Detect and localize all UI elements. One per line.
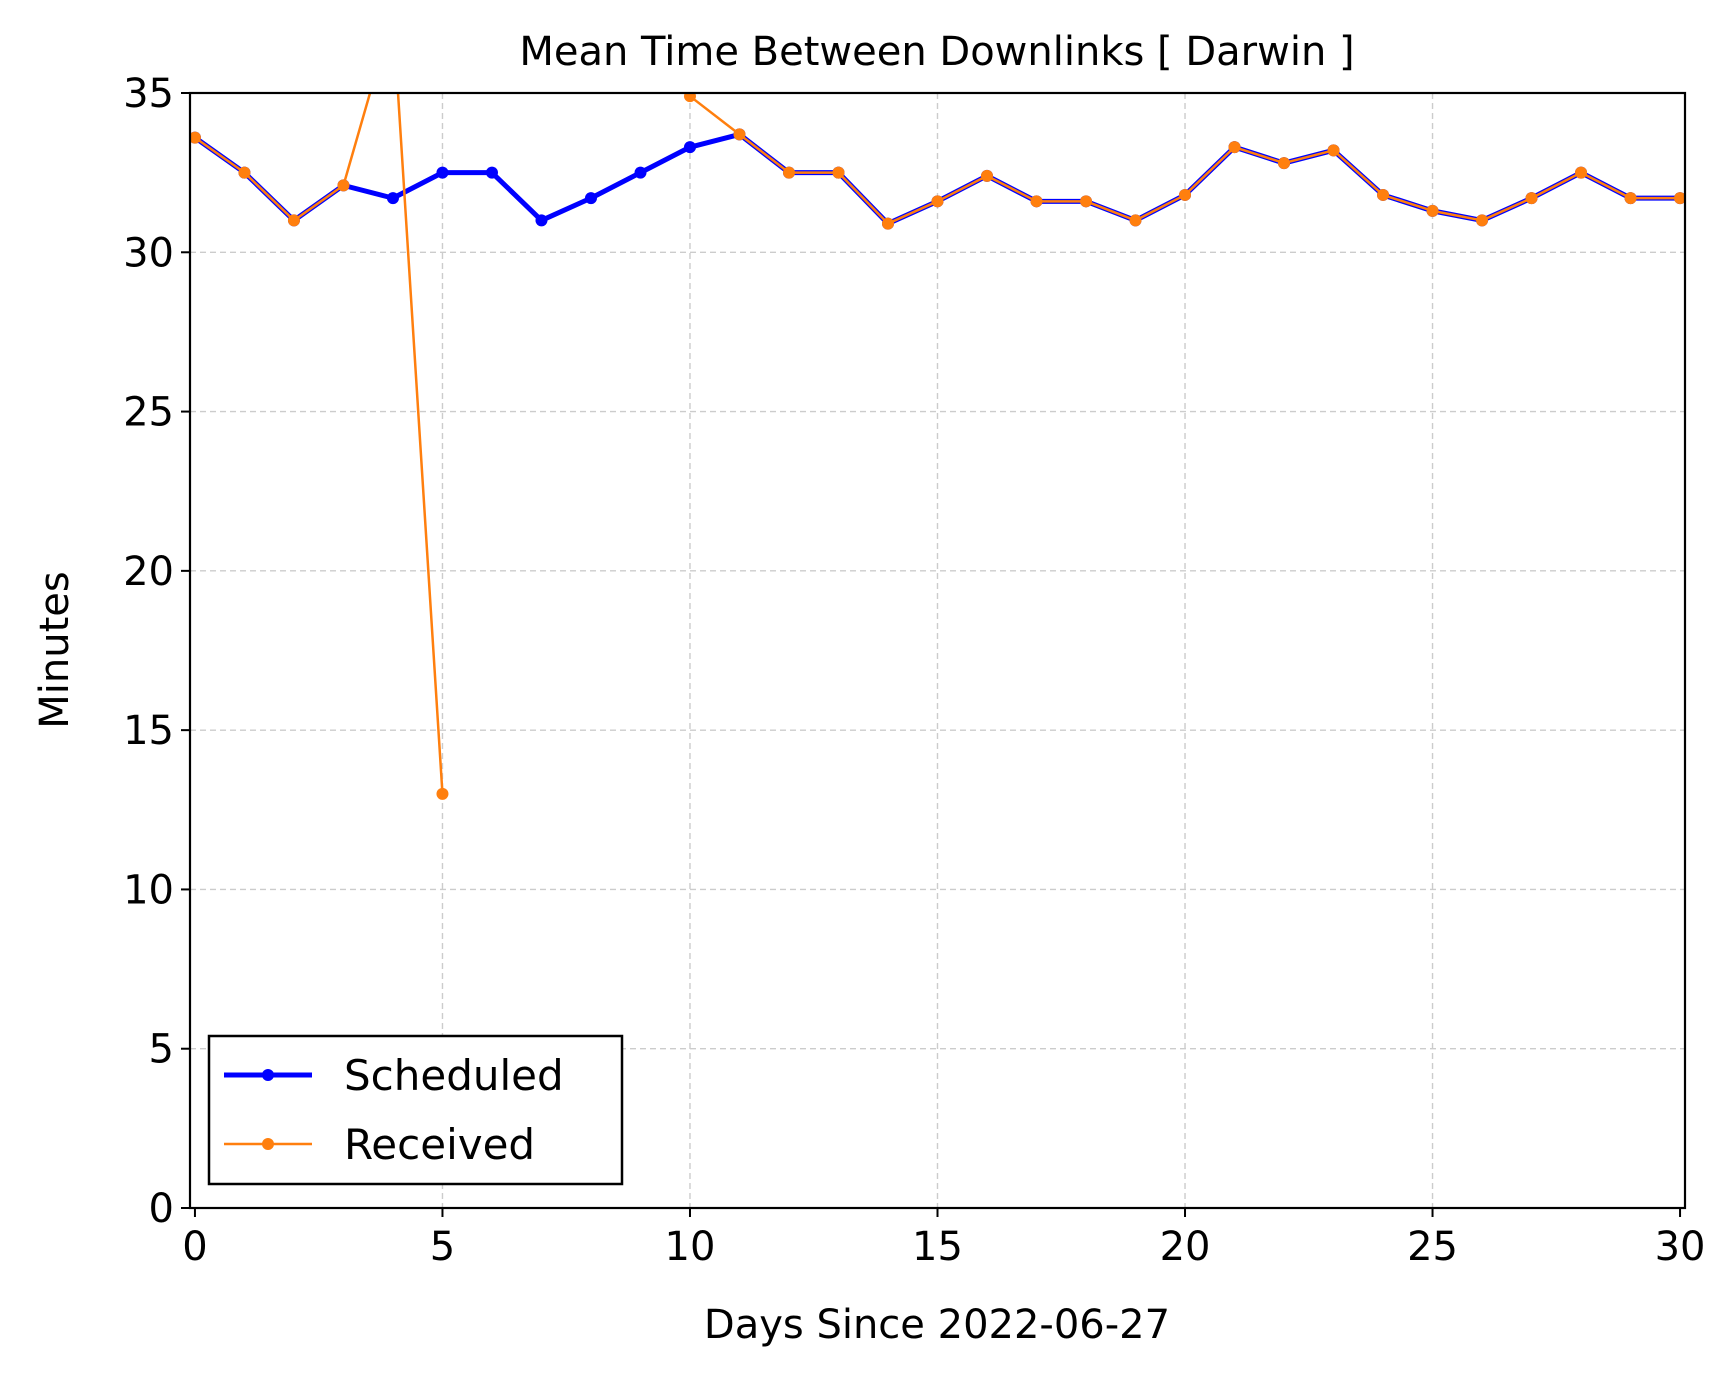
data-point-received [1426,204,1439,217]
y-tick-label: 0 [149,1186,174,1232]
data-point-received [1377,188,1390,201]
x-tick-label: 20 [1160,1224,1211,1270]
x-tick-label: 25 [1407,1224,1458,1270]
data-point-received [1080,195,1093,208]
y-axis-title: Minutes [32,571,78,728]
data-point-received [1179,188,1192,201]
data-point-received [1674,192,1685,205]
data-point-received [1476,214,1489,227]
data-point-scheduled [485,166,498,179]
y-tick-label: 10 [123,867,174,913]
y-tick-label: 20 [123,549,174,595]
axis-ticks: 0 5 10 15 20 25 30 0 5 10 15 20 25 30 35 [123,71,1705,1270]
series-line-received [194,93,444,794]
data-point-scheduled [386,192,399,205]
legend: Scheduled Received [207,1034,624,1186]
y-tick-label: 15 [123,708,174,754]
data-point-received [733,128,746,141]
y-tick-label: 35 [123,71,174,117]
data-point-received [1525,192,1538,205]
legend-label-scheduled: Scheduled [344,1051,564,1100]
data-point-received [238,166,251,179]
data-point-received [782,166,795,179]
data-point-received [1030,195,1043,208]
y-tick-label: 5 [149,1027,174,1073]
data-point-received [1228,141,1241,154]
data-point-received [931,195,944,208]
x-axis-title: Days Since 2022-06-27 [704,1302,1170,1348]
x-tick-label: 30 [1655,1224,1706,1270]
legend-label-received: Received [344,1120,535,1169]
x-tick-label: 10 [665,1224,716,1270]
x-tick-label: 5 [430,1224,455,1270]
data-point-received [683,93,696,103]
y-tick-label: 30 [123,230,174,276]
data-point-received [1278,157,1291,170]
data-point-received [190,131,201,144]
data-point-received [981,169,994,182]
chart-title: Mean Time Between Downlinks [ Darwin ] [519,29,1354,75]
data-point-received [1129,214,1142,227]
legend-box [207,1034,624,1186]
data-point-received [1327,144,1340,157]
x-tick-label: 0 [182,1224,207,1270]
data-point-scheduled [535,214,548,227]
y-tick-label: 25 [123,390,174,436]
data-point-received [1624,192,1637,205]
data-point-scheduled [436,166,449,179]
data-point-received [1575,166,1588,179]
data-point-scheduled [683,141,696,154]
legend-marker-received [262,1138,274,1150]
data-point-received [287,214,300,227]
series-layer [190,93,1685,800]
grid [190,93,1685,1208]
data-point-received [881,217,894,230]
data-point-scheduled [634,166,647,179]
data-point-received [436,787,449,800]
data-point-received [337,179,350,192]
data-point-received [832,166,845,179]
data-point-scheduled [584,192,597,205]
x-tick-label: 15 [912,1224,963,1270]
legend-marker-scheduled [262,1069,274,1081]
